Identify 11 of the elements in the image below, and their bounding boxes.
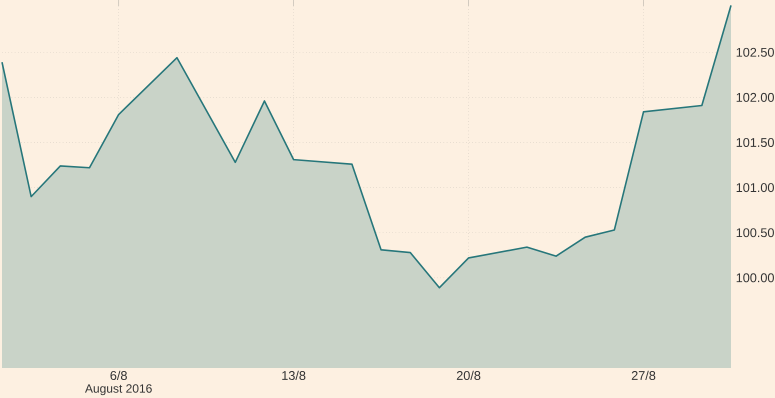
text: August 2016 xyxy=(84,384,152,396)
y-tick-label: 101.00 xyxy=(736,183,774,192)
x-tick-label: 27/8 xyxy=(632,370,656,380)
y-tick-label: 102.50 xyxy=(736,48,774,57)
x-tick-label: 20/8 xyxy=(456,370,480,380)
y-tick-label: 100.00 xyxy=(736,273,774,282)
x-tick-label: 6/8 xyxy=(110,370,127,380)
y-tick-label: 102.00 xyxy=(736,92,774,102)
y-tick-label: 101.50 xyxy=(736,138,774,147)
y-tick-label: 100.50 xyxy=(736,228,774,238)
x-tick-label: 13/8 xyxy=(282,370,306,380)
